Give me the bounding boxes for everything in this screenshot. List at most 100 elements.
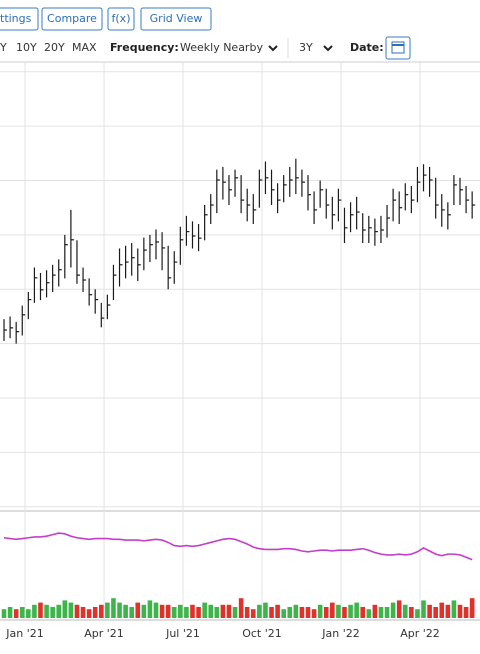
calendar-button[interactable] — [385, 36, 411, 60]
volume-bar — [457, 604, 463, 618]
volume-bar — [56, 604, 62, 618]
volume-bar — [26, 609, 31, 618]
period-option[interactable]: Y — [0, 41, 7, 54]
volume-bar — [439, 602, 445, 618]
button-label: ttings — [0, 12, 32, 25]
grid-view-button[interactable]: Grid View — [140, 7, 212, 31]
volume-bar — [275, 604, 280, 618]
volume-bar — [384, 607, 390, 618]
x-tick-label: Oct '21 — [242, 627, 282, 640]
volume-bar — [293, 604, 299, 618]
volume-bar — [159, 604, 165, 618]
volume-bar — [80, 607, 86, 618]
chevron — [268, 45, 278, 52]
volume-bar — [257, 604, 262, 618]
volume-bar — [32, 604, 37, 618]
volume-bar — [202, 602, 207, 618]
volume-bar — [396, 600, 402, 618]
x-tick-label: Jul '21 — [165, 627, 200, 640]
volume-bar — [263, 602, 268, 618]
volume-bar — [50, 607, 55, 618]
volume-bar — [238, 598, 244, 618]
volume-bar — [244, 607, 250, 618]
volume-bar — [178, 604, 183, 618]
range-select[interactable]: 3Y — [299, 41, 313, 54]
button-label: Compare — [47, 12, 97, 25]
volume-bar — [342, 607, 347, 618]
volume-bar — [214, 607, 220, 618]
volume-bar — [305, 607, 311, 618]
volume-bar — [348, 604, 353, 618]
volume-bar — [117, 602, 122, 618]
volume-bar — [415, 609, 420, 618]
volume-bar — [74, 604, 80, 618]
volume-bar — [196, 607, 201, 618]
period-option[interactable]: 20Y — [44, 41, 65, 54]
volume-bar — [330, 602, 335, 618]
volume-bar — [105, 602, 110, 618]
volume-bar — [226, 604, 232, 618]
volume-bar — [427, 604, 432, 618]
volume-bar — [463, 607, 469, 618]
volume-bar — [311, 609, 317, 618]
date-label: Date: — [350, 41, 384, 54]
x-tick-label: Jan '22 — [321, 627, 359, 640]
volume-bar — [451, 600, 457, 618]
volume-bar — [123, 604, 128, 618]
volume-bar — [469, 598, 475, 618]
volume-bar — [372, 604, 378, 618]
volume-bar — [13, 609, 19, 618]
volume-bar — [232, 607, 238, 618]
frequency-select[interactable]: Weekly Nearby — [180, 41, 263, 54]
period-option[interactable]: 10Y — [16, 41, 37, 54]
volume-bar — [390, 602, 396, 618]
button-label: Grid View — [150, 12, 203, 25]
x-tick-label: Apr '22 — [400, 627, 440, 640]
x-tick-label: Apr '21 — [84, 627, 124, 640]
settings-button[interactable]: ttings — [0, 7, 39, 31]
volume-bar — [135, 602, 141, 618]
volume-bar — [445, 604, 451, 618]
volume-bar — [402, 604, 408, 618]
period-option[interactable]: MAX — [72, 41, 97, 54]
volume-bar — [184, 607, 189, 618]
volume-bar — [165, 604, 171, 618]
volume-bar — [409, 607, 414, 618]
volume-bar — [323, 607, 329, 618]
volume-bar — [86, 609, 92, 618]
volume-bar — [336, 604, 341, 618]
volume-bar — [287, 607, 293, 618]
volume-bar — [153, 602, 159, 618]
volume-bar — [299, 607, 305, 618]
volume-bar — [7, 607, 13, 618]
volume-bar — [44, 604, 49, 618]
chevron — [323, 45, 333, 52]
button-label: f(x) — [112, 12, 131, 25]
volume-bar — [281, 609, 286, 618]
volume-bar — [366, 609, 372, 618]
volume-bar — [317, 604, 323, 618]
volume-bar — [208, 604, 214, 618]
frequency-label: Frequency: — [110, 41, 179, 54]
volume-bar — [98, 604, 104, 618]
volume-bar — [360, 607, 366, 618]
volume-bar — [62, 600, 68, 618]
compare-button[interactable]: Compare — [41, 7, 103, 31]
volume-bar — [141, 604, 147, 618]
x-tick-label: Jan '21 — [5, 627, 43, 640]
volume-bar — [433, 607, 438, 618]
volume-bar — [19, 607, 25, 618]
volume-bar — [171, 607, 177, 618]
volume-bar — [378, 607, 384, 618]
volume-bar — [38, 602, 43, 618]
volume-bar — [68, 602, 74, 618]
volume-bar — [92, 607, 98, 618]
volume-bar — [111, 598, 116, 618]
volume-bar — [190, 604, 195, 618]
volume-bar — [269, 607, 274, 618]
volume-bar — [129, 607, 134, 618]
volume-bar — [220, 604, 226, 618]
indicator-line — [3, 532, 473, 561]
volume-bar — [354, 602, 359, 618]
fx-button[interactable]: f(x) — [107, 7, 135, 31]
